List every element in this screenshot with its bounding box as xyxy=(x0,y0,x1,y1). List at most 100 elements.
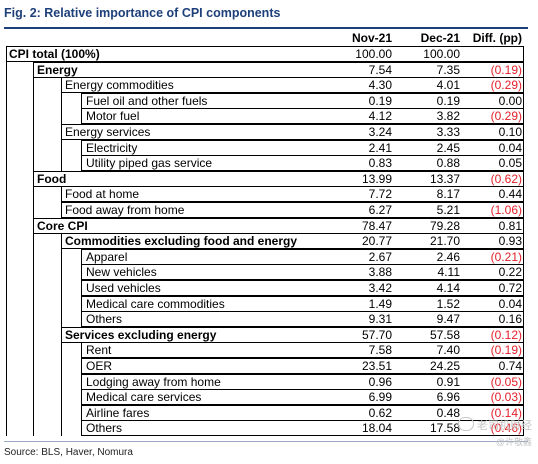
cell-dec: 0.91 xyxy=(436,374,460,389)
cell-nov: 1.49 xyxy=(368,296,392,311)
cell-nov: 0.83 xyxy=(368,156,392,171)
cell-dec: 2.46 xyxy=(436,249,460,264)
watermark-main: 老司机财经 xyxy=(477,420,532,432)
table-row: Others 9.31 9.47 0.16 xyxy=(0,311,538,328)
row-border xyxy=(81,420,524,437)
row-border xyxy=(33,217,524,234)
group-bracket-line xyxy=(61,248,62,328)
cell-nov: 7.58 xyxy=(368,343,392,358)
cell-dec: 17.58 xyxy=(429,421,460,436)
row-label: Lodging away from home xyxy=(86,374,221,389)
row-label: Electricity xyxy=(86,140,138,155)
row-label: Food at home xyxy=(65,187,140,202)
table-row: Medical care commodities 1.49 1.52 0.04 xyxy=(0,295,538,312)
row-border xyxy=(61,77,524,94)
table-row: Motor fuel 4.12 3.82 (0.29) xyxy=(0,108,538,125)
table-row: CPI total (100%) 100.00 100.00 xyxy=(0,46,538,62)
cell-dec: 2.45 xyxy=(436,140,460,155)
group-bracket-line xyxy=(61,341,62,437)
cell-dec: 4.01 xyxy=(436,78,460,93)
cell-dec: 13.37 xyxy=(429,171,460,186)
cell-diff: 0.74 xyxy=(498,359,522,373)
cell-dec: 4.14 xyxy=(436,281,460,295)
table-row: Airline fares 0.62 0.48 (0.14) xyxy=(0,404,538,421)
row-border xyxy=(81,295,524,312)
cell-diff: 0.44 xyxy=(498,187,522,202)
table-row: Energy 7.54 7.35 (0.19) xyxy=(0,61,538,78)
row-label: Medical care services xyxy=(86,390,202,405)
row-border xyxy=(81,358,524,374)
cell-diff: (0.03) xyxy=(490,390,522,405)
cell-dec: 100.00 xyxy=(423,47,460,61)
column-header-nov: Nov-21 xyxy=(351,31,392,45)
cell-nov: 100.00 xyxy=(355,47,392,61)
row-border xyxy=(81,92,524,109)
cell-nov: 3.42 xyxy=(368,281,392,295)
row-label: Commodities excluding food and energy xyxy=(65,234,298,249)
row-border xyxy=(61,186,524,203)
table-row: Food 13.99 13.37 (0.62) xyxy=(0,170,538,187)
cell-dec: 4.11 xyxy=(437,265,460,280)
row-border xyxy=(81,342,524,359)
cell-nov: 7.54 xyxy=(368,62,392,77)
cell-dec: 1.52 xyxy=(436,296,460,311)
cell-nov: 6.27 xyxy=(368,203,392,217)
cell-nov: 2.41 xyxy=(368,140,392,155)
row-border xyxy=(61,326,524,343)
row-label: New vehicles xyxy=(86,265,157,280)
cell-dec: 7.35 xyxy=(436,62,460,77)
cell-diff: (0.19) xyxy=(490,343,522,358)
cell-dec: 0.48 xyxy=(436,405,460,420)
table-row: New vehicles 3.88 4.11 0.22 xyxy=(0,264,538,281)
table-row: Others 18.04 17.58 (0.46) xyxy=(0,420,538,437)
cell-nov: 0.96 xyxy=(368,374,392,389)
wechat-logo-icon xyxy=(458,417,474,431)
row-label: Others xyxy=(86,421,123,436)
row-label: Airline fares xyxy=(86,405,150,420)
cell-dec: 0.88 xyxy=(436,156,460,171)
cell-nov: 78.47 xyxy=(361,218,392,233)
table-row: Medical care services 6.99 6.96 (0.03) xyxy=(0,389,538,406)
cell-nov: 4.30 xyxy=(368,78,392,93)
cell-diff: (0.05) xyxy=(490,374,522,389)
watermark: 老司机财经 @许敬鑫 xyxy=(458,417,532,448)
group-bracket-line xyxy=(6,61,7,437)
cell-nov: 4.12 xyxy=(368,109,392,124)
row-border xyxy=(81,248,524,265)
table-row: Used vehicles 3.42 4.14 0.72 xyxy=(0,280,538,296)
cell-diff: 0.00 xyxy=(498,93,522,108)
row-label: Motor fuel xyxy=(86,109,140,124)
cell-diff: (0.19) xyxy=(490,62,522,77)
row-border xyxy=(33,170,524,187)
row-border xyxy=(81,389,524,406)
table-row: OER 23.51 24.25 0.74 xyxy=(0,358,538,374)
row-border xyxy=(61,124,524,140)
cell-nov: 3.24 xyxy=(368,125,392,139)
cell-dec: 0.19 xyxy=(436,93,460,108)
cell-diff: (0.29) xyxy=(490,109,522,124)
table-row: Energy services 3.24 3.33 0.10 xyxy=(0,124,538,140)
row-border xyxy=(81,404,524,421)
row-label: OER xyxy=(86,359,113,373)
cell-nov: 2.67 xyxy=(368,249,392,264)
cell-diff: 0.16 xyxy=(498,312,522,327)
cell-diff: (0.62) xyxy=(490,171,522,186)
table-row: Services excluding energy 57.70 57.58 (0.12… xyxy=(0,326,538,343)
table-row: Apparel 2.67 2.46 (0.21) xyxy=(0,248,538,265)
column-header-row: Nov-21 Dec-21 Diff. (pp) xyxy=(0,31,538,47)
row-label: Food xyxy=(37,171,67,186)
cell-dec: 6.96 xyxy=(436,390,460,405)
row-border xyxy=(6,46,524,62)
table-row: Food away from home 6.27 5.21 (1.06) xyxy=(0,202,538,218)
group-bracket-line xyxy=(61,92,62,125)
cell-dec: 3.33 xyxy=(436,125,460,139)
cell-diff: 0.93 xyxy=(498,234,522,249)
column-header-dec: Dec-21 xyxy=(420,31,460,45)
cell-dec: 79.28 xyxy=(429,218,460,233)
cell-nov: 3.88 xyxy=(368,265,392,280)
row-label: CPI total (100%) xyxy=(9,47,100,61)
cell-nov: 57.70 xyxy=(361,327,392,342)
row-label: Food away from home xyxy=(65,203,185,217)
row-label: Others xyxy=(86,312,123,327)
